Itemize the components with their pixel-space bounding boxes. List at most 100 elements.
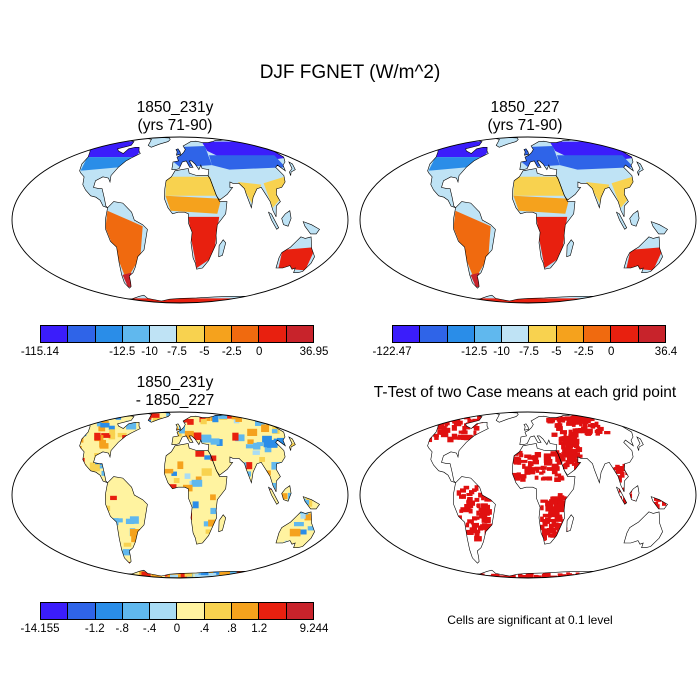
significant-cell (480, 487, 489, 491)
diff-cell (172, 503, 178, 510)
significant-cell (648, 475, 655, 479)
significant-cell (561, 454, 565, 460)
significant-cell (519, 453, 524, 458)
significant-cell (615, 464, 620, 469)
significant-cell (461, 430, 468, 434)
diff-cell (249, 514, 258, 520)
diff-cell (267, 440, 278, 448)
land-greenland (496, 412, 519, 423)
significant-cell (518, 572, 523, 578)
significant-cell (658, 478, 664, 484)
diff-cell (143, 561, 155, 568)
diff-cell (262, 435, 272, 443)
significant-cell (552, 519, 557, 524)
diff-cell (95, 545, 106, 550)
diff-cell (212, 415, 219, 423)
diff-cell (253, 546, 264, 553)
significant-cell (485, 509, 492, 515)
significant-cell (638, 466, 642, 470)
diff-cell (314, 552, 320, 559)
diff-cell (120, 566, 131, 573)
field-region-sam (453, 210, 491, 281)
significant-cell (565, 447, 572, 453)
significant-cell (555, 423, 561, 429)
land-europe-asia (171, 413, 292, 492)
diff-cell (149, 413, 160, 418)
diff-cell (110, 495, 117, 501)
significant-cell (466, 575, 474, 578)
significant-cell (655, 493, 659, 498)
colorbar-label: -12.5 (461, 346, 488, 358)
diff-cell (168, 415, 175, 422)
diff-cell (187, 419, 194, 425)
diff-cell (67, 565, 72, 572)
significant-cell (615, 501, 624, 507)
significant-cell (490, 574, 496, 578)
significant-cell (561, 444, 566, 450)
diff-cell (138, 412, 145, 420)
diff-cell (81, 564, 87, 572)
significant-cell (480, 524, 488, 530)
diff-cell (236, 482, 243, 488)
significant-cell (459, 494, 463, 499)
colorbar-label: -1.2 (84, 623, 105, 635)
significant-cell (512, 456, 519, 463)
significant-cell (565, 439, 573, 445)
coastline-north-america (67, 414, 141, 483)
significant-cell (555, 507, 562, 512)
diff-cell (270, 569, 278, 574)
panel-2-title: 1850_227 (yrs 71-90) (370, 99, 680, 135)
significant-cell (564, 416, 573, 421)
significant-cell (604, 431, 611, 435)
significant-cell (460, 507, 466, 512)
panel-3-colorbar (40, 602, 314, 620)
significant-cell (621, 487, 626, 492)
diff-cell (299, 453, 307, 460)
diff-cell (294, 522, 304, 527)
diff-cell (102, 505, 111, 511)
diff-cell (75, 549, 84, 555)
significant-cell (461, 494, 466, 499)
coastline-africa (164, 443, 228, 545)
diff-cell (210, 507, 218, 515)
significant-cell (638, 464, 645, 471)
significant-cell (595, 430, 600, 436)
coastline-sumatra (615, 486, 628, 505)
diff-cell (184, 572, 193, 577)
diff-cell (202, 566, 209, 573)
significant-cell (485, 414, 493, 420)
significant-cell (525, 572, 534, 578)
coastline-new-guinea (650, 221, 668, 235)
diff-cell (251, 574, 260, 578)
coastline-australia (623, 236, 663, 273)
diff-cell (144, 450, 154, 456)
colorbar-label: 36.95 (299, 346, 329, 358)
significant-cell (660, 478, 668, 484)
coastline-europe-asia (171, 138, 293, 218)
diff-cell (46, 499, 53, 503)
colorbar-label: -10 (493, 346, 510, 358)
significant-cell (440, 431, 449, 438)
significant-cell (450, 574, 456, 578)
diff-cell (108, 464, 117, 471)
colorbar-swatch (68, 326, 96, 342)
diff-cell (75, 452, 83, 460)
land-north-america (415, 415, 489, 483)
significant-cell (451, 433, 458, 438)
diff-cell (167, 484, 177, 489)
significant-cell (469, 527, 478, 533)
significant-cell (576, 470, 583, 476)
significant-cell (534, 466, 541, 470)
diff-cell (263, 558, 270, 566)
significant-cell (472, 516, 480, 520)
significant-cell (552, 497, 557, 502)
significant-cell (455, 575, 463, 578)
diff-cell (38, 454, 44, 461)
significant-cell (620, 507, 624, 514)
significant-cell (462, 425, 467, 432)
diff-cell (208, 519, 219, 527)
diff-cell (131, 534, 138, 543)
significant-cell (476, 510, 480, 516)
coastline-north-america (67, 139, 141, 208)
diff-cell (68, 442, 77, 451)
